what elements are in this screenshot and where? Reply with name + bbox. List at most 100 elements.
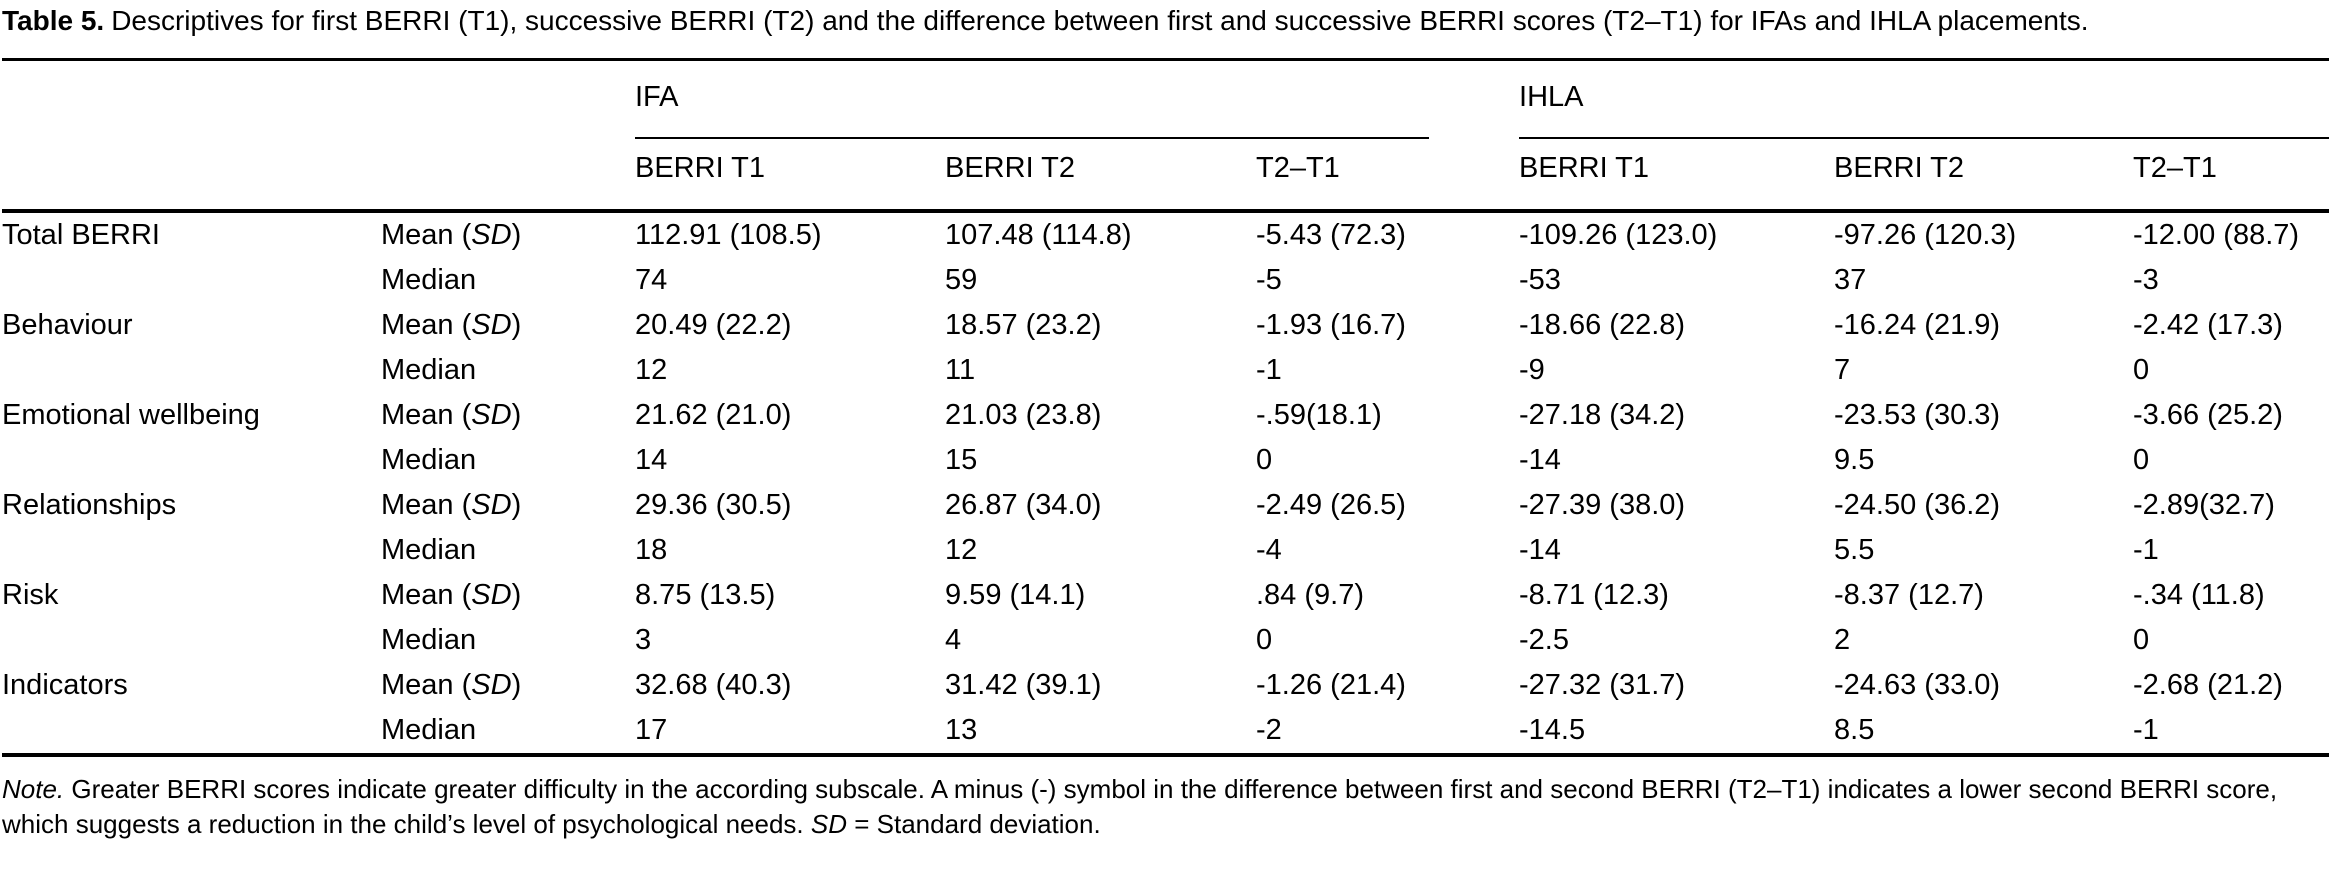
row-stat-label: Mean (SD) bbox=[381, 303, 635, 348]
row-category bbox=[2, 618, 381, 663]
cell-ifa-diff: -.59(18.1) bbox=[1256, 399, 1382, 431]
cell-ihla-t2: -8.37 (12.7) bbox=[1834, 579, 1984, 611]
row-stat-label: Median bbox=[381, 444, 477, 476]
row-stat-label: Median bbox=[381, 264, 477, 296]
cell-ifa-t1: 14 bbox=[635, 444, 668, 476]
cell-ifa-t1: 20.49 (22.2) bbox=[635, 309, 792, 341]
row-category: Total BERRI bbox=[2, 219, 160, 251]
cell-ihla-t1: -53 bbox=[1519, 264, 1561, 296]
row-stat-label: Mean (SD) bbox=[381, 483, 635, 528]
row-category: Relationships bbox=[2, 489, 177, 521]
row-category bbox=[2, 438, 381, 483]
row-category: Behaviour bbox=[2, 309, 133, 341]
cell-ihla-t1: -109.26 (123.0) bbox=[1519, 219, 1718, 251]
paren-close: ) bbox=[511, 309, 522, 341]
row-category bbox=[2, 708, 381, 757]
cell-ifa-diff: -1.93 (16.7) bbox=[1256, 309, 1406, 341]
column-header-ifa-t2: BERRI T2 bbox=[945, 139, 1256, 213]
cell-ihla-t2: -97.26 (120.3) bbox=[1834, 219, 2017, 251]
cell-ifa-diff: .84 (9.7) bbox=[1256, 579, 1364, 611]
cell-ihla-t2: -24.50 (36.2) bbox=[1834, 489, 2001, 521]
cell-ihla-t2: 9.5 bbox=[1834, 444, 1875, 476]
ifa-group-label: IFA bbox=[635, 81, 679, 113]
cell-ifa-diff: -5 bbox=[1256, 264, 1282, 296]
cell-ihla-t1: -18.66 (22.8) bbox=[1519, 309, 1686, 341]
cell-ihla-diff: -1 bbox=[2133, 708, 2329, 757]
row-category: Risk bbox=[2, 579, 59, 611]
cell-ihla-t1: -2.5 bbox=[1519, 624, 1569, 656]
table-row-behaviour-mean: Behaviour Mean (SD) 20.49 (22.2) 18.57 (… bbox=[2, 303, 2329, 348]
cell-ihla-t2: 8.5 bbox=[1834, 708, 2134, 757]
cell-ifa-t2: 59 bbox=[945, 264, 978, 296]
cell-ihla-t1: -14 bbox=[1519, 444, 1561, 476]
mean-label: Mean ( bbox=[381, 669, 472, 701]
table-row-emotional-median: Median 14 15 0 -14 9.5 0 bbox=[2, 438, 2329, 483]
cell-ihla-t2: 5.5 bbox=[1834, 534, 1875, 566]
row-category: Indicators bbox=[2, 669, 128, 701]
cell-ifa-diff: -1 bbox=[1256, 354, 1282, 386]
row-stat-label: Median bbox=[381, 624, 477, 656]
group-header-ifa: IFA bbox=[635, 60, 1519, 139]
table-row-indicators-median: Median 17 13 -2 -14.5 8.5 -1 bbox=[2, 708, 2329, 757]
row-stat-label: Mean (SD) bbox=[381, 393, 635, 438]
cell-ihla-diff: -3 bbox=[2133, 264, 2159, 296]
cell-ifa-t1: 21.62 (21.0) bbox=[635, 399, 792, 431]
cell-ihla-diff: 0 bbox=[2133, 444, 2150, 476]
table-head: IFA IHLA BERRI T1 BERRI T2 T2–T1 BERRI T… bbox=[2, 60, 2329, 213]
cell-ifa-t1: 17 bbox=[635, 708, 945, 757]
cell-ifa-diff: 0 bbox=[1256, 444, 1273, 476]
ihla-group-rule: IHLA bbox=[1519, 61, 2329, 139]
cell-ifa-t1: 32.68 (40.3) bbox=[635, 669, 792, 701]
cell-ihla-diff: -2.68 (21.2) bbox=[2133, 669, 2283, 701]
cell-ifa-t2: 15 bbox=[945, 444, 978, 476]
cell-ifa-t2: 13 bbox=[945, 708, 1256, 757]
ifa-group-rule: IFA bbox=[635, 61, 1430, 139]
cell-ihla-t1: -8.71 (12.3) bbox=[1519, 579, 1669, 611]
table-row-risk-median: Median 3 4 0 -2.5 2 0 bbox=[2, 618, 2329, 663]
cell-ifa-t1: 74 bbox=[635, 264, 668, 296]
table-caption-text: Descriptives for first BERRI (T1), succe… bbox=[111, 5, 2089, 36]
column-header-ihla-t1: BERRI T1 bbox=[1519, 139, 1835, 213]
table-row-relationships-median: Median 18 12 -4 -14 5.5 -1 bbox=[2, 528, 2329, 573]
cell-ihla-t1: -27.32 (31.7) bbox=[1519, 669, 1686, 701]
paren-close: ) bbox=[511, 669, 522, 701]
cell-ifa-t2: 26.87 (34.0) bbox=[945, 489, 1102, 521]
cell-ihla-diff: -.34 (11.8) bbox=[2133, 579, 2265, 611]
cell-ihla-diff: 0 bbox=[2133, 624, 2150, 656]
note-text-2: = Standard deviation. bbox=[847, 809, 1101, 839]
row-category bbox=[2, 528, 381, 573]
table-row-risk-mean: Risk Mean (SD) 8.75 (13.5) 9.59 (14.1) .… bbox=[2, 573, 2329, 618]
cell-ihla-diff: 0 bbox=[2133, 354, 2150, 386]
table-row-total-mean: Total BERRI Mean (SD) 112.91 (108.5) 107… bbox=[2, 211, 2329, 258]
cell-ifa-t2: 4 bbox=[945, 624, 962, 656]
cell-ihla-diff: -2.89(32.7) bbox=[2133, 489, 2275, 521]
column-header-ihla-diff: T2–T1 bbox=[2133, 139, 2329, 213]
cell-ifa-diff: -2 bbox=[1256, 708, 1520, 757]
cell-ihla-t1: -9 bbox=[1519, 354, 1545, 386]
cell-ifa-diff: -5.43 (72.3) bbox=[1256, 219, 1406, 251]
ihla-group-label: IHLA bbox=[1519, 81, 1584, 113]
row-category bbox=[2, 348, 381, 393]
note-text-1: Greater BERRI scores indicate greater di… bbox=[2, 774, 2278, 839]
row-stat-label: Mean (SD) bbox=[381, 663, 635, 708]
column-header-row: BERRI T1 BERRI T2 T2–T1 BERRI T1 BERRI T… bbox=[2, 139, 2329, 213]
cell-ihla-t2: 7 bbox=[1834, 354, 1851, 386]
cell-ifa-t1: 8.75 (13.5) bbox=[635, 579, 776, 611]
table-row-behaviour-median: Median 12 11 -1 -9 7 0 bbox=[2, 348, 2329, 393]
cell-ihla-t2: -16.24 (21.9) bbox=[1834, 309, 2001, 341]
mean-label: Mean ( bbox=[381, 399, 472, 431]
cell-ifa-t2: 31.42 (39.1) bbox=[945, 669, 1102, 701]
cell-ihla-diff: -3.66 (25.2) bbox=[2133, 399, 2283, 431]
note-sd-label: SD bbox=[810, 809, 848, 839]
cell-ifa-t1: 18 bbox=[635, 534, 668, 566]
cell-ihla-diff: -2.42 (17.3) bbox=[2133, 309, 2283, 341]
sd-label: SD bbox=[471, 309, 512, 341]
sd-label: SD bbox=[471, 399, 512, 431]
cell-ihla-t2: 2 bbox=[1834, 624, 1851, 656]
sd-label: SD bbox=[471, 219, 512, 251]
group-header-ihla: IHLA bbox=[1519, 60, 2329, 139]
column-header-category bbox=[2, 139, 381, 213]
mean-label: Mean ( bbox=[381, 579, 472, 611]
cell-ifa-t2: 107.48 (114.8) bbox=[945, 219, 1132, 251]
